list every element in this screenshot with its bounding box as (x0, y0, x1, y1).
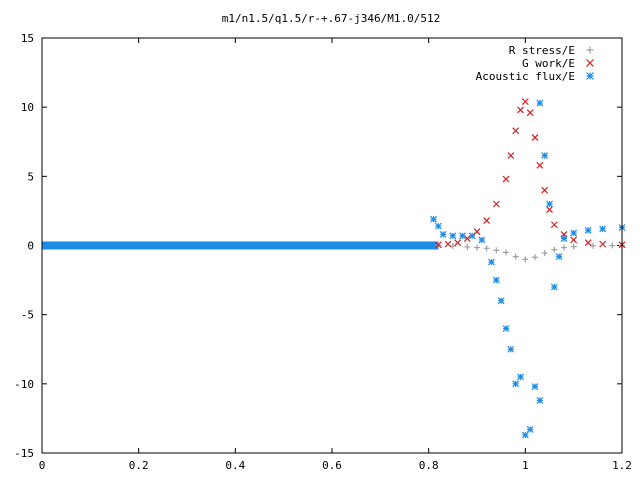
series-1-point (541, 186, 549, 194)
x-tick-label: 0.8 (419, 459, 439, 472)
series-1-point (526, 109, 534, 117)
series-2-point (439, 231, 447, 238)
y-tick-label: -15 (14, 447, 34, 460)
y-tick-label: 15 (21, 32, 34, 45)
series-2-point (599, 225, 607, 233)
y-tick-label: 5 (27, 170, 34, 183)
series-1-point (517, 106, 524, 114)
series-0-point (522, 256, 529, 263)
x-tick-label: 1.2 (612, 459, 632, 472)
series-1-point (599, 240, 607, 248)
series-0-point (570, 243, 577, 250)
series-2-point (555, 253, 563, 260)
series-2-point (531, 383, 539, 391)
series-0-point (541, 250, 548, 257)
series-2-point (536, 99, 544, 107)
x-tick-label: 0 (39, 459, 46, 472)
series-2-point (468, 232, 476, 240)
series-0-point (474, 244, 480, 251)
series-1-point (492, 200, 500, 208)
series-2-point (521, 431, 529, 439)
series-0-point (561, 244, 567, 251)
plot-frame (41, 37, 623, 454)
series-1-point (531, 134, 539, 142)
series-1-point (584, 239, 592, 247)
x-tick-label: 0.2 (129, 459, 149, 472)
series-1-point (434, 241, 442, 249)
series-0-point (532, 254, 538, 261)
legend-label: Acoustic flux/E (476, 70, 575, 83)
series-1-point (507, 152, 515, 160)
series-2-point (526, 426, 534, 433)
series-1-point (521, 98, 529, 106)
series-0-point (503, 249, 509, 256)
legend-label: G work/E (522, 57, 575, 70)
series-2-point (430, 215, 437, 223)
series-2-point (560, 235, 568, 243)
series-2-point (502, 325, 510, 332)
series-2-point (459, 232, 466, 240)
series-0-point (464, 243, 471, 250)
series-2-point (492, 276, 500, 284)
x-tick-label: 0.4 (225, 459, 245, 472)
y-tick-label: -5 (21, 309, 34, 322)
x-tick-label: 1 (522, 459, 529, 472)
legend-marker (586, 72, 594, 80)
series-2-point (512, 380, 520, 388)
series-1-point (454, 239, 462, 247)
legend-marker (586, 59, 594, 67)
series-2-point (488, 258, 495, 266)
series-2-point (546, 200, 553, 208)
series-1-point (463, 235, 471, 243)
series-0-point (512, 253, 519, 260)
series-2-point (478, 236, 486, 244)
y-tick-label: 10 (21, 101, 34, 114)
legend-label: R stress/E (509, 44, 575, 57)
series-1-point (512, 127, 520, 135)
series-1-point (550, 221, 558, 229)
series-2-point (570, 229, 578, 237)
series-2-point (584, 226, 592, 234)
series-1-point (546, 206, 553, 213)
series-1-point (483, 217, 491, 225)
series-2-point (449, 232, 457, 240)
chart-title: m1/n1.5/q1.5/r-+.67-j346/M1.0/512 (222, 12, 441, 25)
series-0-point (590, 242, 596, 249)
y-tick-label: 0 (27, 240, 34, 253)
series-1-point (444, 240, 452, 248)
series-1-point (570, 236, 578, 244)
series-2-point (507, 345, 515, 353)
series-2-point (550, 283, 558, 291)
legend-marker (586, 46, 594, 54)
series-1-point (536, 161, 544, 169)
series-2-point (541, 152, 549, 160)
series-2-point (497, 297, 505, 305)
series-0-point (609, 242, 616, 249)
series-2-point (517, 373, 524, 381)
series-2-point (536, 397, 544, 404)
y-tick-label: -10 (14, 378, 34, 391)
x-tick-label: 0.6 (322, 459, 342, 472)
series-0-point (551, 246, 558, 253)
series-0-point (493, 247, 500, 254)
series-1-point (502, 175, 510, 183)
series-2-point (434, 222, 442, 230)
series-0-point (483, 245, 490, 252)
